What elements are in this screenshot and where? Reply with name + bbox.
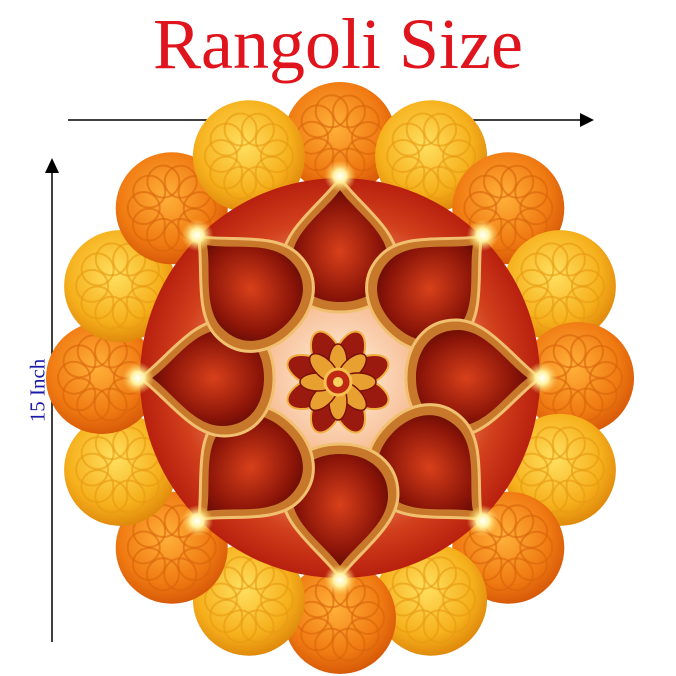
flame-icon xyxy=(181,219,214,252)
marigold-flower xyxy=(375,543,488,656)
width-arrow-head xyxy=(580,113,594,127)
flame-icon xyxy=(324,160,356,192)
marigold-flower xyxy=(522,322,634,434)
flame-icon xyxy=(466,504,499,537)
marigold-flower xyxy=(46,322,158,434)
flame-icon xyxy=(466,219,499,252)
diya-lamp xyxy=(181,219,315,353)
height-arrow-head xyxy=(45,158,59,173)
page-title: Rangoli Size xyxy=(153,4,523,84)
flame-icon xyxy=(181,504,214,537)
marigold-flower xyxy=(192,100,305,213)
flame-icon xyxy=(122,362,154,394)
marigold-flower xyxy=(64,413,177,526)
flame-icon xyxy=(526,362,558,394)
diya-lamp xyxy=(280,442,400,596)
center-mandala xyxy=(286,330,390,434)
diya-lamp xyxy=(365,403,499,537)
flame-icon xyxy=(324,564,356,596)
